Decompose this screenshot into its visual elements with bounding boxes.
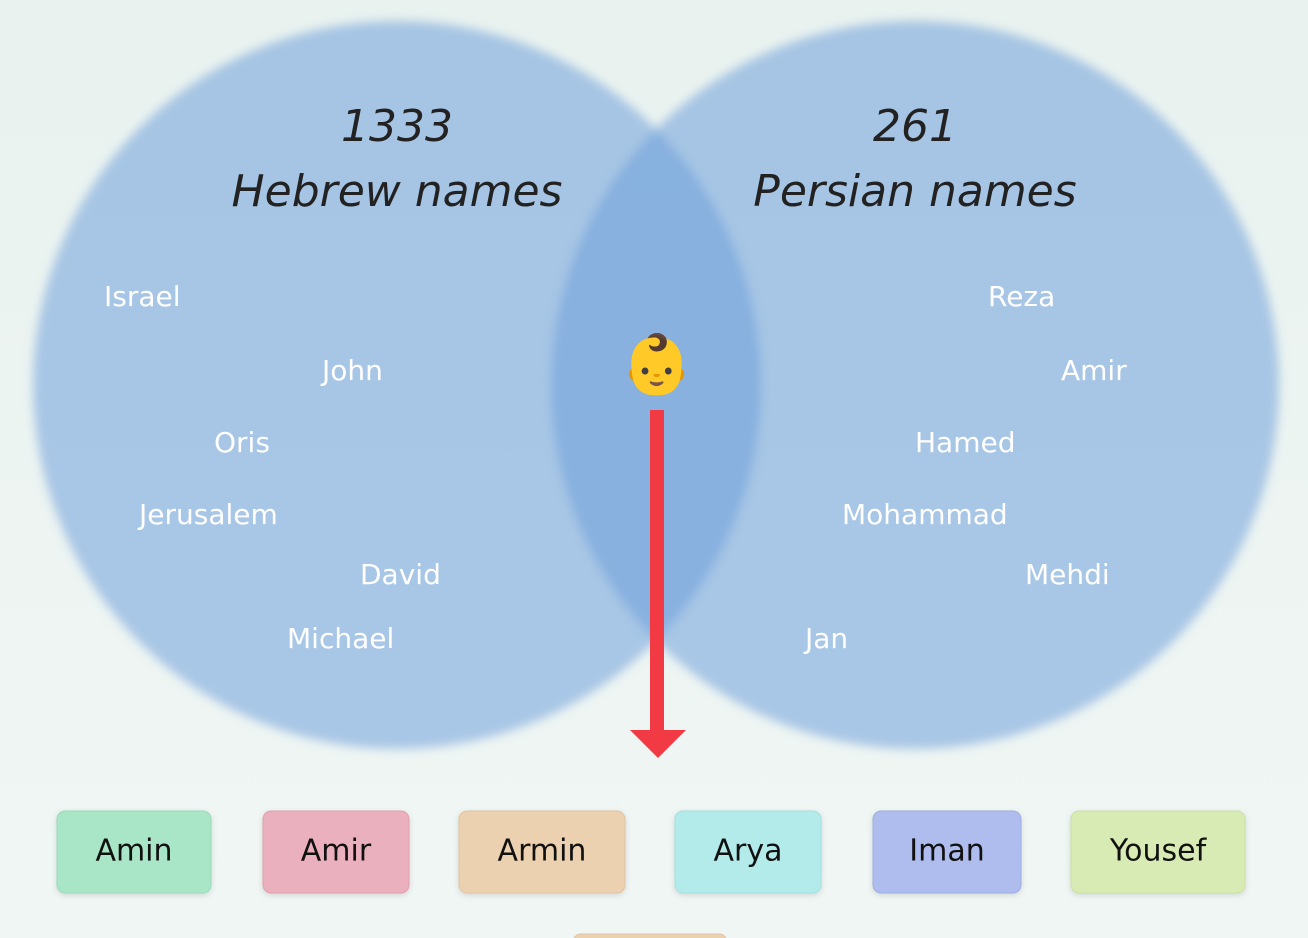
arrow-head: [630, 730, 686, 758]
name-button[interactable]: [872, 810, 1022, 894]
button-label[interactable]: Amin: [95, 834, 172, 869]
name: Oris: [214, 426, 270, 459]
name: Jerusalem: [137, 498, 278, 531]
name: Israel: [104, 280, 181, 313]
name-button[interactable]: [1070, 810, 1246, 894]
name: Reza: [988, 280, 1055, 313]
name-button[interactable]: [674, 810, 822, 894]
name: Amir: [1061, 354, 1127, 387]
arrow-shaft: [650, 410, 664, 732]
name: David: [360, 558, 441, 591]
name: Jan: [803, 622, 848, 655]
partial-button[interactable]: [573, 933, 727, 938]
button-label[interactable]: Arya: [714, 834, 783, 869]
name: Michael: [287, 622, 394, 655]
name-button[interactable]: [458, 810, 626, 894]
name-button[interactable]: [56, 810, 212, 894]
name: Mehdi: [1025, 558, 1110, 591]
name: Mohammad: [842, 498, 1008, 531]
baby-icon: 👶: [621, 330, 693, 398]
right-count: 261: [873, 101, 957, 152]
button-label[interactable]: Amir: [301, 834, 372, 869]
button-label[interactable]: Armin: [498, 834, 587, 869]
button-label[interactable]: Iman: [909, 834, 984, 869]
left-count: 1333: [341, 101, 453, 152]
right-circle: [551, 21, 1279, 749]
buttons: Amin Amir Armin Arya Iman Yousef: [56, 810, 1246, 938]
left-circle: [33, 21, 761, 749]
name-button[interactable]: [262, 810, 410, 894]
right-label: Persian names: [753, 166, 1076, 217]
name: Hamed: [915, 426, 1016, 459]
name: John: [320, 354, 383, 387]
left-label: Hebrew names: [232, 166, 563, 217]
button-label[interactable]: Yousef: [1109, 834, 1208, 869]
